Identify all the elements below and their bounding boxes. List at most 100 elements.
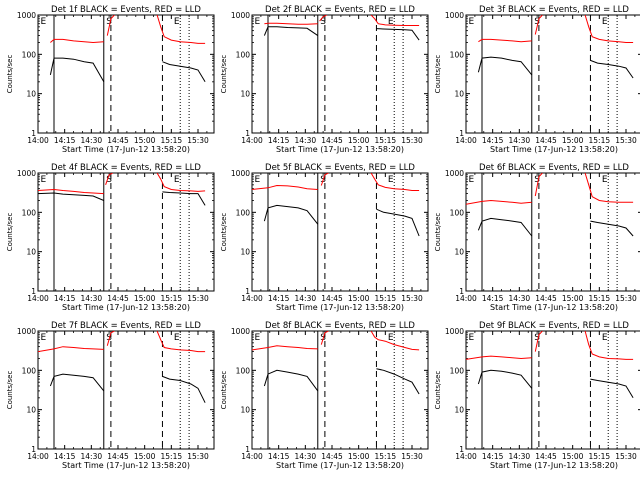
x-tick-label: 15:30	[401, 136, 423, 145]
marker-label: E	[174, 17, 180, 27]
y-tick-label: 100	[22, 366, 37, 375]
events-series-line	[477, 369, 533, 389]
lld-series-line	[156, 331, 206, 353]
marker-label: E	[388, 17, 394, 27]
x-tick-label: 14:15	[54, 452, 76, 461]
x-tick-label: 14:30	[81, 136, 103, 145]
events-series-line	[162, 191, 206, 206]
events-series-line	[263, 204, 319, 225]
x-tick-label: 14:00	[455, 452, 477, 461]
x-tick-label: 15:30	[401, 452, 423, 461]
lld-series-line	[38, 188, 104, 195]
marker-label: E	[254, 333, 260, 343]
plot-frame	[37, 172, 215, 292]
y-tick-label: 1000	[231, 169, 250, 178]
lld-series-line	[320, 331, 329, 345]
x-tick-label: 15:15	[589, 136, 611, 145]
y-tick-label: 1	[245, 287, 250, 296]
lld-series-line	[466, 199, 532, 205]
y-axis-label: Counts/sec	[434, 213, 442, 252]
x-axis-label: Start Time (17-Jun-12 13:58:20)	[62, 461, 190, 470]
panel-det-9: Det 9f BLACK = Events, RED = LLD 1 10 100 10…	[434, 321, 640, 470]
x-tick-label: 14:30	[509, 136, 531, 145]
plot-frame	[37, 14, 215, 134]
events-series-line	[38, 192, 104, 201]
marker-label: S	[106, 175, 112, 185]
events-series-line	[263, 26, 319, 37]
x-tick-label: 15:15	[375, 136, 397, 145]
panel-title: Det 3f BLACK = Events, RED = LLD	[479, 5, 629, 15]
marker-label: E	[174, 175, 180, 185]
x-axis-label: Start Time (17-Jun-12 13:58:20)	[276, 145, 404, 154]
x-tick-label: 15:00	[134, 136, 156, 145]
marker-label: E	[468, 333, 474, 343]
y-axis-label: Counts/sec	[220, 55, 228, 94]
panel-title: Det 1f BLACK = Events, RED = LLD	[51, 5, 201, 15]
x-tick-label: 15:30	[401, 294, 423, 303]
x-tick-label: 14:30	[295, 452, 317, 461]
lld-series-line	[264, 22, 318, 25]
marker-label: S	[534, 333, 540, 343]
x-tick-label: 14:30	[81, 294, 103, 303]
y-axis-label: Counts/sec	[434, 371, 442, 410]
lld-series-line	[156, 173, 206, 192]
panel-det-8: Det 8f BLACK = Events, RED = LLD 1 10 100 10…	[220, 321, 429, 470]
x-tick-label: 15:00	[134, 452, 156, 461]
y-axis-label: Counts/sec	[6, 55, 14, 94]
x-tick-label: 14:15	[268, 452, 290, 461]
x-tick-label: 15:30	[615, 136, 637, 145]
panel-title: Det 4f BLACK = Events, RED = LLD	[51, 163, 201, 173]
lld-series-line	[370, 331, 420, 351]
marker-label: E	[40, 175, 46, 185]
x-tick-label: 15:00	[562, 452, 584, 461]
y-tick-label: 1000	[231, 11, 250, 20]
events-series-line	[49, 57, 105, 83]
lld-series-line	[584, 331, 634, 360]
y-axis-label: Counts/sec	[220, 371, 228, 410]
y-tick-label: 1	[459, 445, 464, 454]
marker-label: E	[254, 17, 260, 27]
plot-frame	[37, 330, 215, 450]
y-tick-label: 100	[450, 366, 465, 375]
events-series-line	[49, 373, 105, 392]
lld-series-line	[106, 331, 115, 346]
x-tick-label: 14:30	[295, 136, 317, 145]
marker-label: S	[106, 17, 112, 27]
x-axis-label: Start Time (17-Jun-12 13:58:20)	[276, 303, 404, 312]
panel-title: Det 6f BLACK = Events, RED = LLD	[479, 163, 629, 173]
x-tick-label: 14:00	[455, 136, 477, 145]
panel-det-6: Det 6f BLACK = Events, RED = LLD 1 10 100 10…	[434, 163, 640, 312]
x-tick-label: 14:45	[535, 294, 557, 303]
events-series-line	[477, 217, 533, 237]
y-tick-label: 1000	[17, 327, 36, 336]
marker-label: E	[174, 333, 180, 343]
x-tick-label: 15:30	[615, 294, 637, 303]
x-tick-label: 15:15	[375, 294, 397, 303]
x-tick-label: 14:00	[455, 294, 477, 303]
x-tick-label: 15:00	[562, 294, 584, 303]
panel-det-4: Det 4f BLACK = Events, RED = LLD 1 10 100 10…	[6, 163, 215, 312]
lld-series-line	[370, 15, 420, 26]
events-series-line	[162, 61, 206, 83]
x-tick-label: 14:15	[482, 136, 504, 145]
x-tick-label: 15:30	[615, 452, 637, 461]
x-tick-label: 14:00	[241, 136, 263, 145]
x-tick-label: 14:45	[321, 136, 343, 145]
marker-label: E	[388, 333, 394, 343]
x-tick-label: 15:00	[134, 294, 156, 303]
marker-label: E	[602, 17, 608, 27]
marker-label: E	[388, 175, 394, 185]
x-tick-label: 14:15	[54, 136, 76, 145]
lld-series-line	[584, 173, 634, 203]
x-axis-label: Start Time (17-Jun-12 13:58:20)	[490, 461, 618, 470]
x-axis-label: Start Time (17-Jun-12 13:58:20)	[490, 303, 618, 312]
events-series-line	[590, 378, 634, 399]
x-tick-label: 14:45	[535, 452, 557, 461]
panel-det-3: Det 3f BLACK = Events, RED = LLD 1 10 100 10…	[434, 5, 640, 154]
panel-title: Det 7f BLACK = Events, RED = LLD	[51, 321, 201, 331]
marker-label: E	[40, 17, 46, 27]
y-tick-label: 1	[245, 445, 250, 454]
x-tick-label: 14:45	[107, 452, 129, 461]
plot-frame	[465, 330, 640, 450]
